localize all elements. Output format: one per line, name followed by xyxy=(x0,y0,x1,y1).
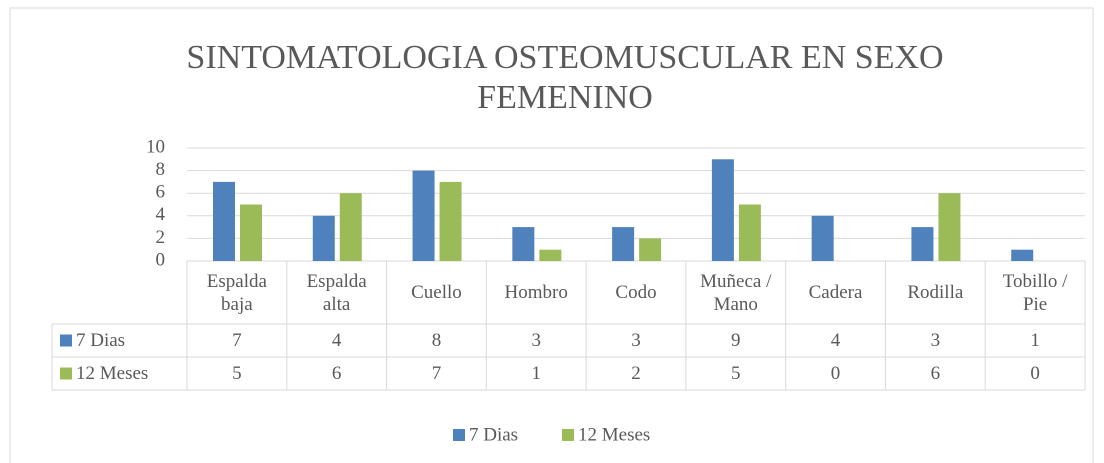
table-value: 5 xyxy=(731,363,741,384)
x-tick-label: Espalda alta xyxy=(306,270,367,315)
table-value: 3 xyxy=(631,330,641,351)
table-value: 7 xyxy=(432,363,442,384)
x-tick-label: Espalda baja xyxy=(206,270,267,315)
x-tick-label: Cadera xyxy=(808,282,863,303)
legend-key xyxy=(453,429,465,441)
legend-key xyxy=(562,429,574,441)
x-tick-label: Tobillo / Pie xyxy=(1002,270,1068,315)
bar xyxy=(639,238,662,261)
table-value: 3 xyxy=(531,330,541,351)
legend-label: 12 Meses xyxy=(578,424,650,445)
bar xyxy=(1011,249,1034,261)
x-tick-label: Hombro xyxy=(504,282,568,303)
bar xyxy=(312,215,335,261)
x-tick-label: Cuello xyxy=(411,282,462,303)
table-value: 1 xyxy=(531,363,541,384)
bar xyxy=(539,249,562,261)
table-value: 2 xyxy=(631,363,641,384)
legend-key xyxy=(60,367,72,380)
bar xyxy=(439,181,462,261)
legend-key xyxy=(60,334,72,347)
bar xyxy=(938,193,961,261)
y-tick-label: 2 xyxy=(156,227,166,248)
bar xyxy=(811,215,834,261)
table-value: 9 xyxy=(731,330,741,351)
y-tick-label: 8 xyxy=(156,159,166,180)
x-tick-label: Rodilla xyxy=(907,282,964,303)
table-value: 6 xyxy=(332,363,342,384)
bar xyxy=(738,204,761,261)
chart-title: SINTOMATOLOGIA OSTEOMUSCULAR EN SEXO xyxy=(186,39,943,76)
chart-title: FEMENINO xyxy=(477,79,653,116)
bar xyxy=(339,193,362,261)
table-value: 5 xyxy=(232,363,242,384)
table-value: 6 xyxy=(931,363,941,384)
bar xyxy=(512,227,535,261)
bar xyxy=(240,204,262,261)
x-tick-label: Codo xyxy=(615,282,657,303)
table-value: 7 xyxy=(232,330,242,351)
table-value: 8 xyxy=(432,330,442,351)
bar xyxy=(911,227,934,261)
table-value: 4 xyxy=(332,330,342,351)
table-value: 1 xyxy=(1030,330,1040,351)
chart-border xyxy=(9,7,1094,463)
y-tick-label: 6 xyxy=(156,182,166,203)
table-value: 4 xyxy=(831,330,841,351)
bar xyxy=(412,170,435,261)
table-value: 0 xyxy=(831,363,841,384)
y-tick-label: 10 xyxy=(146,136,165,157)
x-tick-label: Muñeca / Mano xyxy=(700,270,772,315)
y-tick-label: 0 xyxy=(156,249,166,270)
bar xyxy=(711,159,734,261)
legend-label: 12 Meses xyxy=(76,363,148,384)
table-value: 3 xyxy=(931,330,941,351)
bar xyxy=(213,181,235,261)
table-value: 0 xyxy=(1030,363,1040,384)
legend-label: 7 Dias xyxy=(76,330,125,351)
y-tick-label: 4 xyxy=(156,204,166,225)
bar xyxy=(612,227,635,261)
legend-label: 7 Dias xyxy=(469,424,518,445)
